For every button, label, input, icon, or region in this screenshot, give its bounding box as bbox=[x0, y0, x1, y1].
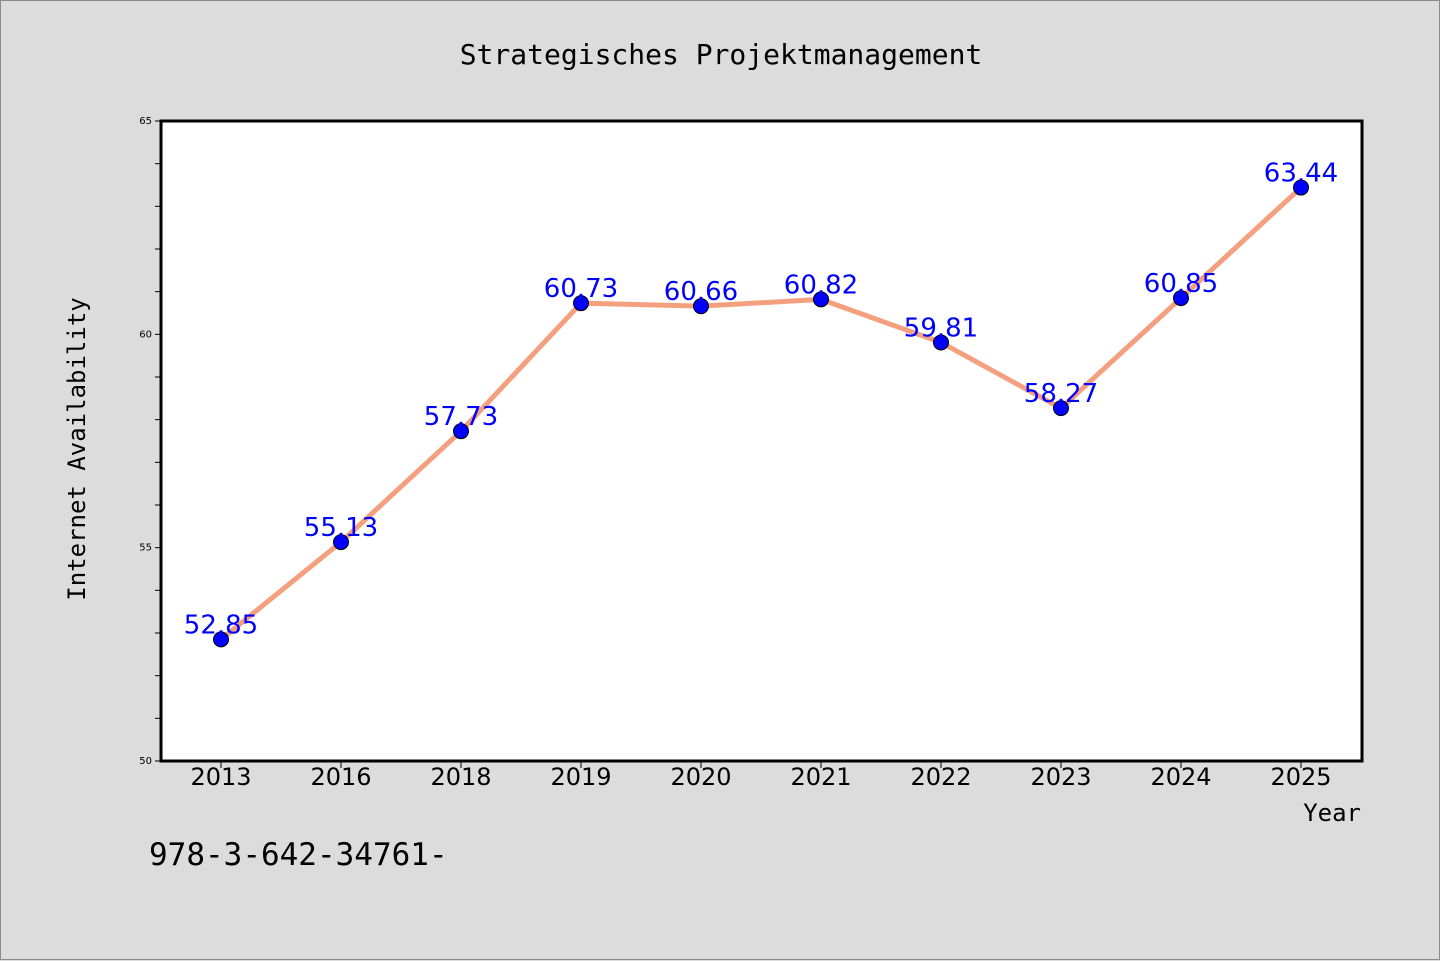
data-label: 60.73 bbox=[544, 274, 618, 304]
data-point bbox=[933, 334, 949, 351]
data-point bbox=[213, 631, 229, 648]
footer-code: 978-3-642-34761- bbox=[149, 837, 448, 873]
data-label: 60.85 bbox=[1144, 269, 1218, 299]
data-labels: 52.85 55.13 57.73 60.73 60.66 60.82 59.81 58.27… bbox=[184, 159, 1338, 641]
x-tick-label: 2013 bbox=[190, 763, 251, 791]
data-label: 55.13 bbox=[304, 513, 378, 543]
y-tick-label: 60 bbox=[139, 329, 152, 340]
data-point bbox=[1293, 179, 1309, 196]
data-point bbox=[1053, 400, 1069, 417]
x-tick-label: 2019 bbox=[550, 763, 611, 791]
data-label: 58.27 bbox=[1024, 379, 1098, 409]
x-tick-label: 2020 bbox=[670, 763, 731, 791]
y-tick-label: 55 bbox=[139, 543, 152, 554]
data-point bbox=[453, 423, 469, 440]
x-tick-label: 2022 bbox=[910, 763, 971, 791]
x-tick-label: 2018 bbox=[430, 763, 491, 791]
x-tick-label: 2023 bbox=[1030, 763, 1091, 791]
data-label: 59.81 bbox=[904, 313, 978, 343]
data-label: 60.66 bbox=[664, 277, 738, 307]
data-label: 57.73 bbox=[424, 402, 498, 432]
x-tick-label: 2024 bbox=[1150, 763, 1211, 791]
plot-area bbox=[161, 121, 1362, 761]
data-label: 52.85 bbox=[184, 610, 258, 640]
data-point bbox=[1173, 290, 1189, 307]
data-point bbox=[693, 298, 709, 315]
y-axis-ticks: 50 55 60 65 bbox=[139, 116, 161, 767]
data-point bbox=[573, 295, 589, 312]
x-axis-ticks: 2013 2016 2018 2019 2020 2021 2022 2023 2024 2025 bbox=[190, 761, 1332, 791]
y-tick-label: 65 bbox=[139, 116, 152, 127]
x-axis-label: Year bbox=[1303, 799, 1361, 827]
data-point bbox=[813, 291, 829, 308]
series-line bbox=[218, 185, 1304, 642]
data-markers bbox=[213, 179, 1309, 648]
data-point bbox=[333, 534, 349, 551]
x-tick-label: 2016 bbox=[310, 763, 371, 791]
y-tick-label: 50 bbox=[139, 756, 152, 767]
data-label: 60.82 bbox=[784, 270, 858, 300]
x-tick-label: 2021 bbox=[790, 763, 851, 791]
data-label: 63.44 bbox=[1264, 159, 1338, 189]
x-tick-label: 2025 bbox=[1270, 763, 1331, 791]
chart-title: Strategisches Projektmanagement bbox=[460, 38, 983, 71]
plot-frame bbox=[159, 119, 1364, 763]
y-axis-label: Internet Availability bbox=[63, 297, 91, 600]
